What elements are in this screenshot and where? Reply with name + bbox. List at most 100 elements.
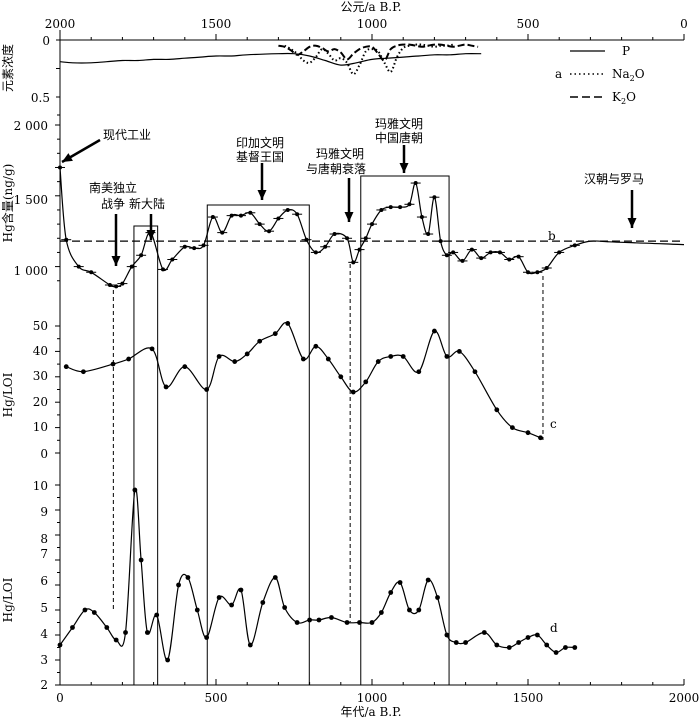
panel-c-data-point	[110, 361, 116, 367]
panel-d-data-point	[70, 625, 75, 630]
panel-c-data-point	[313, 343, 319, 349]
panel-c-data-point	[126, 356, 132, 362]
panel-d-data-point	[453, 640, 459, 645]
panel-b-data-point	[267, 229, 272, 234]
panel-d-data-point	[132, 487, 138, 493]
panel-b-data-point	[76, 264, 81, 269]
panel-d-data-point	[176, 582, 181, 588]
panel-c-data-point	[388, 354, 394, 359]
annotation-label: 玛雅文明	[316, 146, 364, 161]
panel-b-data-point	[572, 243, 577, 248]
panel-c-ylabel: Hg/LOI	[1, 372, 15, 417]
annotation-arrowhead	[627, 218, 637, 228]
panel-b-data-point	[129, 264, 134, 269]
panel-d-series-line	[59, 487, 575, 661]
bottom-tick-label: 1000	[357, 691, 388, 705]
top-tick-label: 0	[680, 17, 688, 31]
panel-d-data-point	[91, 610, 97, 615]
panel-b-ylabel: Hg含量(ng/g)	[0, 164, 15, 243]
panel-d-data-point	[563, 645, 568, 650]
panel-b-data-point	[363, 236, 368, 241]
panel-d-data-point	[357, 620, 362, 625]
panel-b-data-point	[323, 244, 328, 249]
panel-d-data-point	[344, 620, 350, 625]
panel-b-data-point	[379, 207, 384, 212]
panel-d-data-point	[138, 557, 144, 563]
panel-b-data-point	[388, 205, 393, 210]
panel-d-data-point	[282, 605, 288, 610]
panel-c-data-point	[432, 328, 437, 334]
panel-b-data-point	[276, 216, 281, 221]
annotation-label: 汉朝与罗马	[584, 172, 644, 186]
panel-c-ytick: 0	[40, 447, 48, 461]
panel-d-data-point	[463, 640, 468, 645]
annotation-label: 中国唐朝	[375, 130, 423, 145]
annotation-arrowhead	[111, 256, 121, 266]
panel-b-data-point	[304, 237, 309, 242]
annotation-label: 与唐朝衰落	[306, 161, 366, 176]
panel-c-data-point	[244, 351, 250, 357]
panel-d-data-point	[144, 630, 150, 635]
panel-b-data-point	[526, 270, 530, 275]
panel-c-ytick: 40	[33, 344, 48, 358]
panel-b-data-point	[285, 207, 290, 212]
panel-c-data-point	[63, 364, 69, 370]
panel-d-ytick: 9	[40, 505, 48, 519]
panel-b-data-point	[170, 257, 175, 262]
legend-k2o-label: K2O	[612, 90, 636, 106]
panel-b-data-point	[507, 257, 512, 262]
panel-d-data-point	[204, 635, 210, 640]
panel-d-ytick: 4	[40, 627, 48, 641]
bottom-tick-label: 1500	[513, 691, 544, 705]
panel-c-data-point	[182, 364, 188, 370]
panel-b-data-point	[370, 222, 374, 227]
panel-d-data-point	[329, 615, 334, 620]
panel-d-data-point	[444, 632, 450, 638]
panel-c-data-point	[494, 407, 500, 413]
panel-b-data-point	[444, 253, 449, 258]
panel-b-data-point	[248, 210, 253, 215]
panel-b-data-point	[451, 250, 456, 255]
panel-d-data-point	[572, 645, 578, 650]
annotation-label: 战争	[101, 197, 125, 211]
panel-b-data-point	[557, 250, 562, 255]
panel-d-data-point	[57, 642, 63, 648]
panel-c-data-point	[204, 387, 210, 392]
panel-d-data-point	[407, 607, 412, 613]
panel-c-ytick: 30	[33, 369, 48, 383]
annotation-arrowhead	[399, 163, 409, 173]
annotation-arrowhead	[62, 153, 73, 162]
panel-b-data-point	[438, 239, 443, 244]
panel-d-data-point	[185, 575, 191, 580]
panel-d-data-point	[82, 607, 88, 613]
panel-d-data-point	[481, 630, 487, 635]
panel-d-data-point	[544, 642, 550, 648]
panel-b-data-point	[182, 244, 187, 249]
panel-c-data-point	[163, 384, 169, 390]
panel-c-data-point	[232, 359, 238, 364]
panel-b-data-point	[64, 237, 69, 242]
panel-d-data-point	[238, 587, 244, 593]
panel-b-data-point	[407, 202, 412, 207]
panel-d-data-point	[534, 632, 540, 638]
bottom-axis-label: 年代/a B.P.	[340, 705, 401, 718]
panel-d-data-point	[397, 580, 403, 585]
panel-b-data-point	[497, 250, 502, 255]
panel-a-ytick: 0.5	[31, 91, 50, 105]
panel-d-data-point	[123, 630, 128, 635]
panel-c-ytick: 10	[33, 420, 48, 434]
panel-c-ytick: 20	[33, 395, 48, 409]
annotation-label: 印加文明	[236, 135, 284, 150]
panel-d-ytick: 3	[40, 653, 48, 667]
panel-b-data-point	[89, 270, 94, 275]
legend-p-label: P	[622, 44, 630, 58]
panel-d-data-point	[247, 642, 253, 648]
panel-d-ytick: 7	[40, 547, 48, 561]
panel-b-data-point	[107, 283, 112, 287]
panel-d-data-point	[369, 620, 375, 625]
panel-d-data-point	[553, 650, 559, 655]
event-period-box	[206, 204, 310, 686]
panel-d-data-point	[194, 607, 200, 613]
panel-c-data-point	[510, 425, 515, 430]
